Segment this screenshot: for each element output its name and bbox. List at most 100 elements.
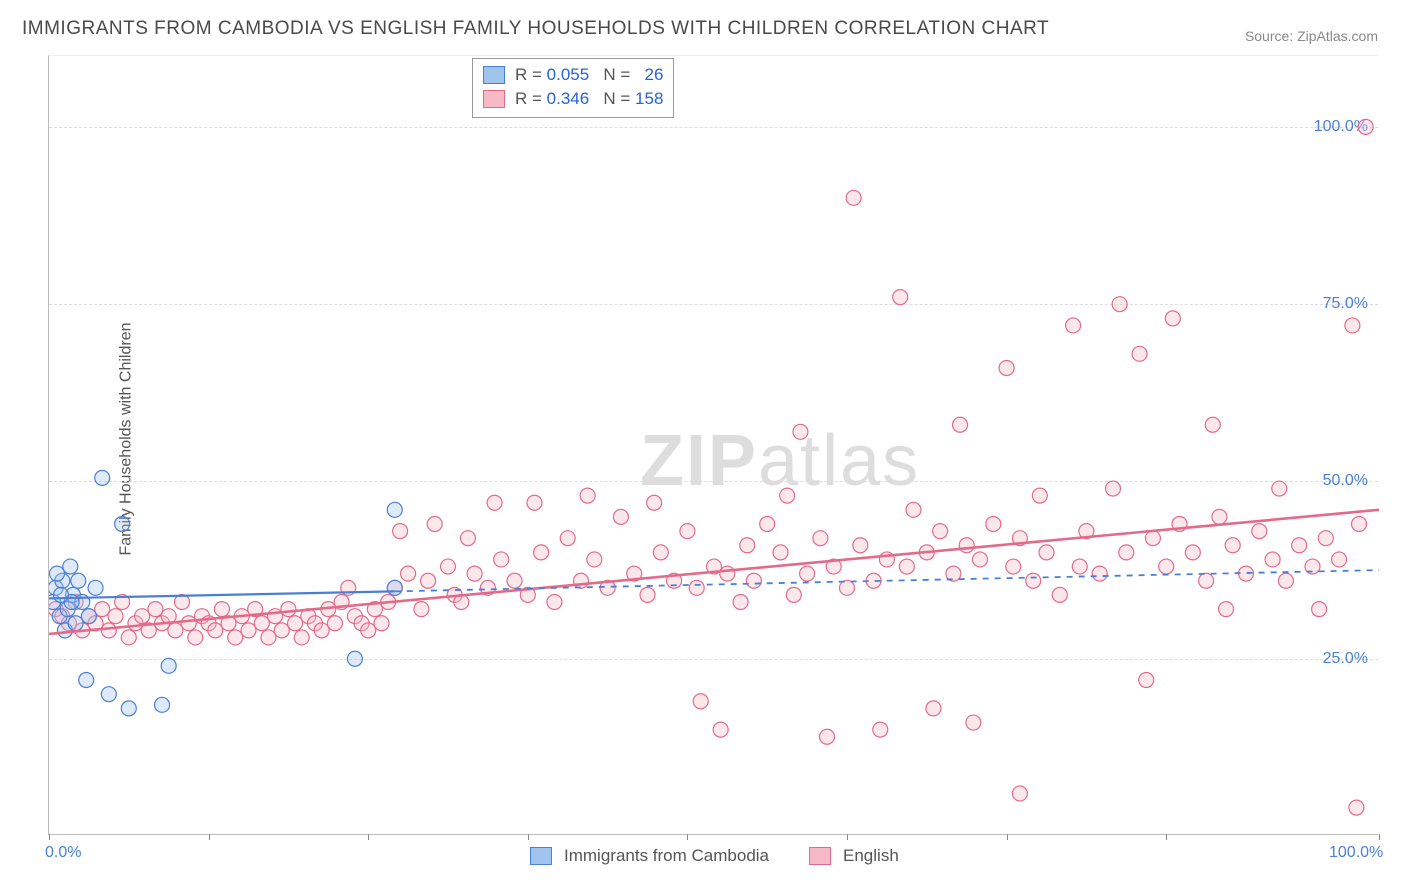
scatter-point-blue [71,573,86,588]
scatter-point-blue [387,580,402,595]
scatter-point-pink [181,616,196,631]
scatter-point-pink [986,517,1001,532]
scatter-point-pink [713,722,728,737]
scatter-point-pink [1006,559,1021,574]
correlation-legend: R = 0.055 N = 26 R = 0.346 N = 158 [472,58,674,118]
legend-label-blue: Immigrants from Cambodia [564,846,769,866]
x-tick-label: 0.0% [45,844,81,862]
scatter-point-pink [846,190,861,205]
scatter-point-blue [81,609,96,624]
scatter-point-pink [421,573,436,588]
scatter-point-pink [401,566,416,581]
swatch-blue [530,847,552,865]
scatter-point-pink [733,595,748,610]
scatter-point-pink [241,623,256,638]
scatter-point-pink [786,587,801,602]
scatter-point-pink [1139,673,1154,688]
swatch-blue [483,66,505,84]
scatter-point-blue [53,587,68,602]
scatter-point-pink [1212,509,1227,524]
scatter-point-pink [487,495,502,510]
scatter-point-pink [1358,119,1373,134]
scatter-point-pink [527,495,542,510]
regression-line [395,570,1379,591]
scatter-point-pink [746,573,761,588]
scatter-point-pink [121,630,136,645]
scatter-point-pink [254,616,269,631]
scatter-point-blue [101,687,116,702]
scatter-point-pink [441,559,456,574]
scatter-point-pink [1066,318,1081,333]
scatter-point-pink [414,602,429,617]
scatter-point-pink [773,545,788,560]
scatter-point-pink [95,602,110,617]
scatter-point-pink [507,573,522,588]
legend-label-pink: English [843,846,899,866]
scatter-point-blue [387,502,402,517]
scatter-point-pink [268,609,283,624]
scatter-point-pink [1026,573,1041,588]
scatter-point-pink [1292,538,1307,553]
scatter-point-pink [547,595,562,610]
scatter-point-pink [1145,531,1160,546]
scatter-point-pink [361,623,376,638]
scatter-point-pink [214,602,229,617]
legend-item-pink: English [809,846,899,866]
scatter-point-blue [347,651,362,666]
r-label: R = 0.055 N = 26 [515,63,663,87]
scatter-point-pink [1278,573,1293,588]
scatter-point-pink [613,509,628,524]
scatter-point-pink [953,417,968,432]
swatch-pink [483,90,505,108]
scatter-point-pink [135,609,150,624]
scatter-point-pink [393,524,408,539]
scatter-point-pink [999,361,1014,376]
scatter-point-pink [1225,538,1240,553]
scatter-point-pink [1265,552,1280,567]
scatter-point-pink [1199,573,1214,588]
scatter-point-pink [580,488,595,503]
scatter-point-pink [966,715,981,730]
chart-title: IMMIGRANTS FROM CAMBODIA VS ENGLISH FAMI… [22,18,1049,40]
scatter-point-blue [115,517,130,532]
scatter-point-blue [161,658,176,673]
scatter-point-pink [427,517,442,532]
scatter-point-pink [534,545,549,560]
scatter-point-blue [88,580,103,595]
scatter-point-pink [873,722,888,737]
scatter-point-blue [155,697,170,712]
scatter-point-pink [720,566,735,581]
scatter-point-blue [68,616,83,631]
series-legend: Immigrants from Cambodia English [520,844,909,868]
scatter-point-pink [1072,559,1087,574]
scatter-point-pink [1132,346,1147,361]
scatter-point-pink [467,566,482,581]
legend-item-blue: Immigrants from Cambodia [530,846,769,866]
scatter-point-pink [933,524,948,539]
scatter-point-pink [760,517,775,532]
scatter-point-pink [1185,545,1200,560]
correlation-row-pink: R = 0.346 N = 158 [483,87,663,111]
scatter-point-pink [274,623,289,638]
scatter-point-pink [460,531,475,546]
swatch-pink [809,847,831,865]
scatter-point-pink [294,630,309,645]
scatter-point-pink [1092,566,1107,581]
scatter-point-pink [926,701,941,716]
scatter-point-pink [680,524,695,539]
scatter-point-pink [820,729,835,744]
scatter-point-pink [327,616,342,631]
scatter-point-pink [281,602,296,617]
plot-area: 25.0%50.0%75.0%100.0%0.0%100.0% [48,55,1378,835]
scatter-point-pink [647,495,662,510]
scatter-point-pink [906,502,921,517]
scatter-point-pink [1052,587,1067,602]
scatter-point-pink [314,623,329,638]
scatter-point-pink [1252,524,1267,539]
scatter-point-pink [1106,481,1121,496]
correlation-row-blue: R = 0.055 N = 26 [483,63,663,87]
regression-line [49,510,1379,634]
scatter-point-pink [893,290,908,305]
scatter-point-pink [587,552,602,567]
scatter-point-pink [288,616,303,631]
